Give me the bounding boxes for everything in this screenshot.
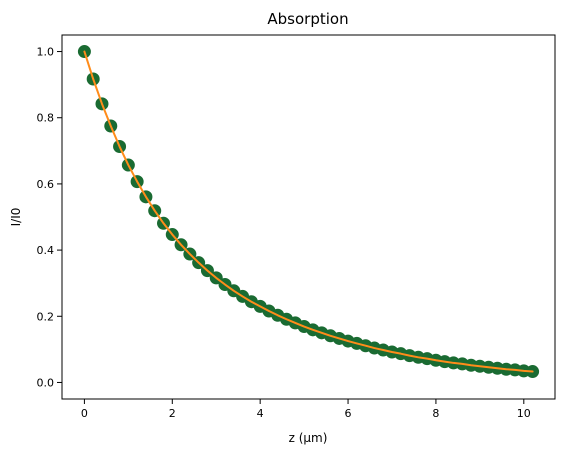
x-axis-label: z (µm) bbox=[289, 431, 328, 445]
fit-line bbox=[83, 50, 534, 373]
plot-frame bbox=[61, 34, 556, 400]
x-tick-label: 6 bbox=[345, 407, 352, 420]
x-tick-label: 0 bbox=[81, 407, 88, 420]
y-tick-label: 0.2 bbox=[37, 310, 55, 323]
y-axis-ticks: 0.0 0.2 0.4 0.6 0.8 1.0 bbox=[37, 46, 62, 389]
y-tick-label: 0.6 bbox=[37, 178, 55, 191]
x-tick-label: 10 bbox=[517, 407, 531, 420]
chart-title: Absorption bbox=[267, 10, 348, 28]
x-tick-label: 4 bbox=[257, 407, 264, 420]
x-tick-label: 8 bbox=[432, 407, 439, 420]
x-axis-ticks: 0 2 4 6 8 10 bbox=[81, 399, 531, 420]
y-axis-label: I/I0 bbox=[9, 208, 23, 227]
y-tick-label: 0.0 bbox=[37, 376, 55, 389]
x-tick-label: 2 bbox=[169, 407, 176, 420]
y-tick-label: 0.4 bbox=[37, 244, 55, 257]
y-tick-label: 0.8 bbox=[37, 112, 55, 125]
y-tick-label: 1.0 bbox=[37, 46, 55, 59]
series-layer bbox=[77, 45, 540, 379]
